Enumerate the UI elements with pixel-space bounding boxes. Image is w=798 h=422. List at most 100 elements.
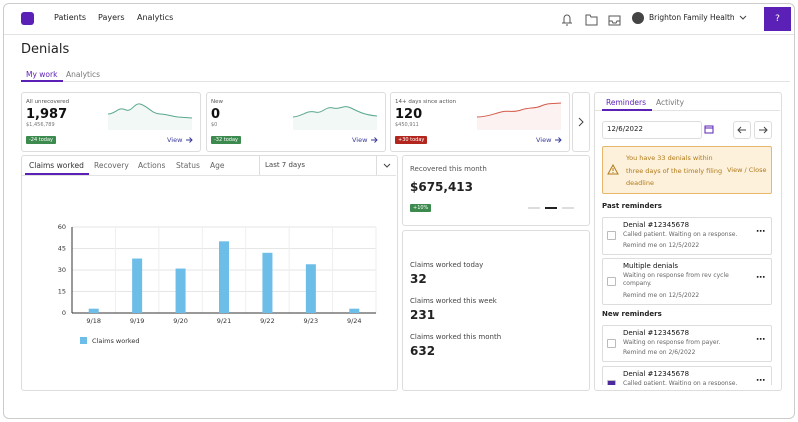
arrow-icon[interactable]	[370, 136, 378, 144]
tab[interactable]: Activity	[656, 98, 685, 107]
tab-active[interactable]: Reminders	[606, 98, 646, 107]
alert-action[interactable]: View / Close	[727, 166, 767, 174]
arrow-icon	[578, 117, 584, 127]
y-tick-label: 0	[62, 309, 66, 317]
reminder-list: Denial #12345678 Called patient. Waiting …	[4, 4, 794, 385]
pager-dot[interactable]	[562, 207, 574, 209]
chart-panel	[21, 155, 398, 391]
card-amount: $450,911	[395, 122, 419, 128]
card-label: All unrecovered	[26, 99, 70, 105]
reminder-date: Remind me on 2/6/2022	[623, 349, 696, 356]
tab-active[interactable]: My work	[26, 70, 58, 79]
pager-dot-active[interactable]	[545, 207, 557, 209]
next-cards-button[interactable]	[572, 92, 590, 152]
bar	[88, 308, 99, 313]
chevron	[739, 15, 747, 20]
reminder-item	[602, 366, 772, 385]
date-input[interactable]	[602, 121, 702, 139]
y-tick-label: 45	[58, 245, 66, 253]
stat-value: 632	[410, 344, 436, 358]
more-button[interactable]: ⋯	[756, 376, 766, 385]
chart-tab[interactable]: Recovery	[94, 161, 129, 170]
chart-tab[interactable]: Actions	[138, 161, 166, 170]
dropdown-toggle[interactable]	[376, 156, 397, 175]
stat-label: Claims worked today	[410, 261, 484, 269]
range-dropdown[interactable]	[259, 156, 397, 175]
stat-card	[206, 92, 386, 152]
more-button[interactable]: ⋯	[756, 272, 766, 283]
bar	[349, 308, 360, 313]
reminder-item	[602, 325, 772, 362]
stat-value: 231	[410, 308, 436, 322]
more-button[interactable]: ⋯	[756, 227, 766, 237]
tab-divider	[595, 110, 780, 111]
reminder-note: Waiting on response from payer.	[623, 339, 721, 346]
chart-tab[interactable]: Status	[176, 161, 200, 170]
x-tick-label: 9/18	[86, 317, 101, 325]
reminder-title: Denial #12345678	[623, 329, 690, 337]
checkbox[interactable]	[607, 380, 616, 385]
arrow-icon[interactable]	[185, 136, 193, 144]
next-button[interactable]	[754, 121, 772, 139]
reminder-item	[602, 258, 772, 305]
sparkline	[293, 106, 378, 130]
reminder-note: Waiting on response from rev cycle compa…	[623, 272, 729, 287]
folder-icon[interactable]	[585, 14, 598, 26]
arrow	[555, 137, 562, 143]
pager-dot[interactable]	[528, 207, 540, 209]
stats-card	[402, 230, 590, 391]
org-name[interactable]: Brighton Family Health	[649, 13, 735, 22]
card-value: 1,987	[26, 107, 68, 122]
stat-card	[21, 92, 201, 152]
tab-underline	[21, 80, 63, 82]
card-link[interactable]: View	[167, 136, 183, 144]
chart-tab-underline	[25, 173, 89, 175]
range-label[interactable]: Last 7 days	[265, 161, 306, 169]
avatar[interactable]	[632, 12, 644, 24]
checkbox[interactable]	[607, 276, 616, 286]
section-title: New reminders	[602, 310, 662, 318]
more-button[interactable]: ⋯	[756, 334, 766, 345]
reminder-title: Denial #12345678	[623, 221, 690, 229]
logo[interactable]	[21, 12, 34, 25]
reminder-note: Called patient. Waiting on a response.	[623, 380, 738, 385]
x-tick-label: 9/19	[130, 317, 145, 325]
nav-item[interactable]: Analytics	[137, 13, 174, 22]
arrow-icon[interactable]	[554, 136, 562, 144]
prev-button[interactable]	[733, 121, 751, 139]
top-nav	[4, 4, 794, 35]
reminder-item	[602, 217, 772, 255]
chart-tab-divider	[22, 175, 396, 176]
x-tick-label: 9/20	[173, 317, 188, 325]
card-value: 0	[211, 107, 221, 122]
alert-text: You have 33 denials within three days of…	[626, 154, 723, 187]
x-tick-label: 9/24	[347, 317, 362, 325]
nav-item[interactable]: Payers	[98, 13, 125, 22]
tab[interactable]: Analytics	[66, 70, 101, 79]
checkbox[interactable]	[607, 231, 616, 240]
inbox-icon[interactable]	[608, 15, 621, 26]
nav-item[interactable]: Patients	[54, 13, 87, 22]
chart-tab[interactable]: Age	[210, 161, 225, 170]
card-link[interactable]: View	[352, 136, 368, 144]
recovered-badge: +10%	[410, 204, 432, 212]
date-value[interactable]: 12/6/2022	[607, 125, 643, 133]
recovered-card	[402, 155, 590, 226]
help-button[interactable]: ?	[764, 7, 791, 31]
bar-chart: 0 15 30 45 60 9/18 9/19 9/20 9/21 9/22 9/23 9/24 Cla…	[58, 223, 377, 345]
card-link[interactable]: View	[536, 136, 552, 144]
checkbox[interactable]	[607, 338, 616, 348]
calendar-icon[interactable]	[704, 124, 714, 134]
y-tick-label: 15	[58, 288, 66, 296]
sparkline	[477, 102, 562, 130]
sparkline	[108, 103, 193, 130]
arrow-left	[737, 126, 746, 134]
chart-tab-active[interactable]: Claims worked	[29, 161, 84, 170]
bell-icon[interactable]	[562, 14, 572, 26]
reminders-panel	[594, 92, 782, 391]
sparkline-line	[293, 106, 378, 118]
deadline-alert	[602, 146, 772, 194]
card-badge: -24 today	[26, 136, 56, 144]
legend-label: Claims worked	[92, 337, 140, 345]
